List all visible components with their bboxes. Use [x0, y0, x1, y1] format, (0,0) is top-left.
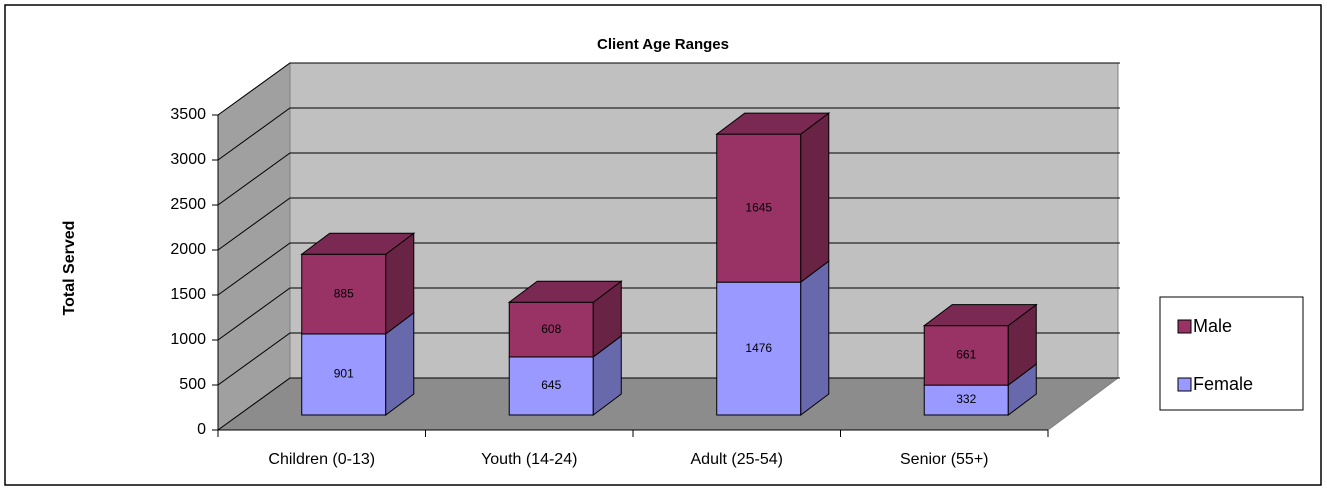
bar-segment	[508, 301, 594, 358]
data-label: 885	[334, 286, 354, 300]
y-tick-label: 2500	[170, 196, 206, 213]
bar-top	[507, 280, 623, 303]
y-tick-label: 1500	[170, 286, 206, 303]
bar-segment	[301, 333, 387, 416]
grid-line	[217, 242, 1120, 296]
data-label: 645	[541, 378, 561, 392]
chart-title: Client Age Ranges	[597, 36, 729, 53]
bar-segment	[301, 253, 387, 335]
y-tick-label: 3500	[170, 106, 206, 123]
data-label: 1645	[745, 200, 772, 214]
data-label: 901	[334, 367, 354, 381]
bar-segment	[508, 356, 594, 416]
grid-line	[217, 152, 1120, 206]
x-tick-label: Youth (14-24)	[481, 451, 577, 468]
bar-side	[800, 260, 830, 416]
legend-swatch	[1177, 319, 1192, 334]
grid-line	[217, 107, 1120, 161]
bar-segment	[923, 384, 1009, 416]
bar-top	[922, 304, 1038, 327]
side-wall	[217, 62, 291, 431]
x-tick-label: Children (0-13)	[268, 451, 375, 468]
x-tick-label: Senior (55+)	[900, 451, 989, 468]
grid-line	[217, 62, 1120, 116]
bar-top	[715, 112, 831, 135]
data-label: 332	[956, 392, 976, 406]
y-tick-label: 500	[179, 376, 206, 393]
data-label: 661	[956, 348, 976, 362]
bar-segment	[716, 281, 802, 416]
grid	[217, 62, 1120, 431]
legend-entries: Male Female	[1177, 316, 1253, 394]
legend-label: Female	[1193, 374, 1253, 394]
legend	[1159, 296, 1304, 411]
legend-label: Male	[1193, 316, 1232, 336]
grid-line	[217, 287, 1120, 341]
y-tick-label: 2000	[170, 241, 206, 258]
bar-side	[800, 112, 830, 284]
legend-swatch	[1177, 377, 1192, 392]
bar-segment	[923, 325, 1009, 386]
grid-line	[217, 332, 1120, 386]
data-label: 1476	[745, 341, 772, 355]
grid-line	[217, 377, 1120, 431]
y-tick-label: 1000	[170, 331, 206, 348]
y-tick-label: 0	[197, 421, 206, 438]
y-tick-label: 3000	[170, 151, 206, 168]
y-axis-title: Total Served	[61, 221, 78, 316]
bar-top	[300, 232, 416, 255]
x-tick-label: Adult (25-54)	[691, 451, 784, 468]
grid-line	[217, 197, 1120, 251]
bars: 901 885 645 608 1476 1645 332 661	[300, 112, 1038, 416]
data-label: 608	[541, 322, 561, 336]
